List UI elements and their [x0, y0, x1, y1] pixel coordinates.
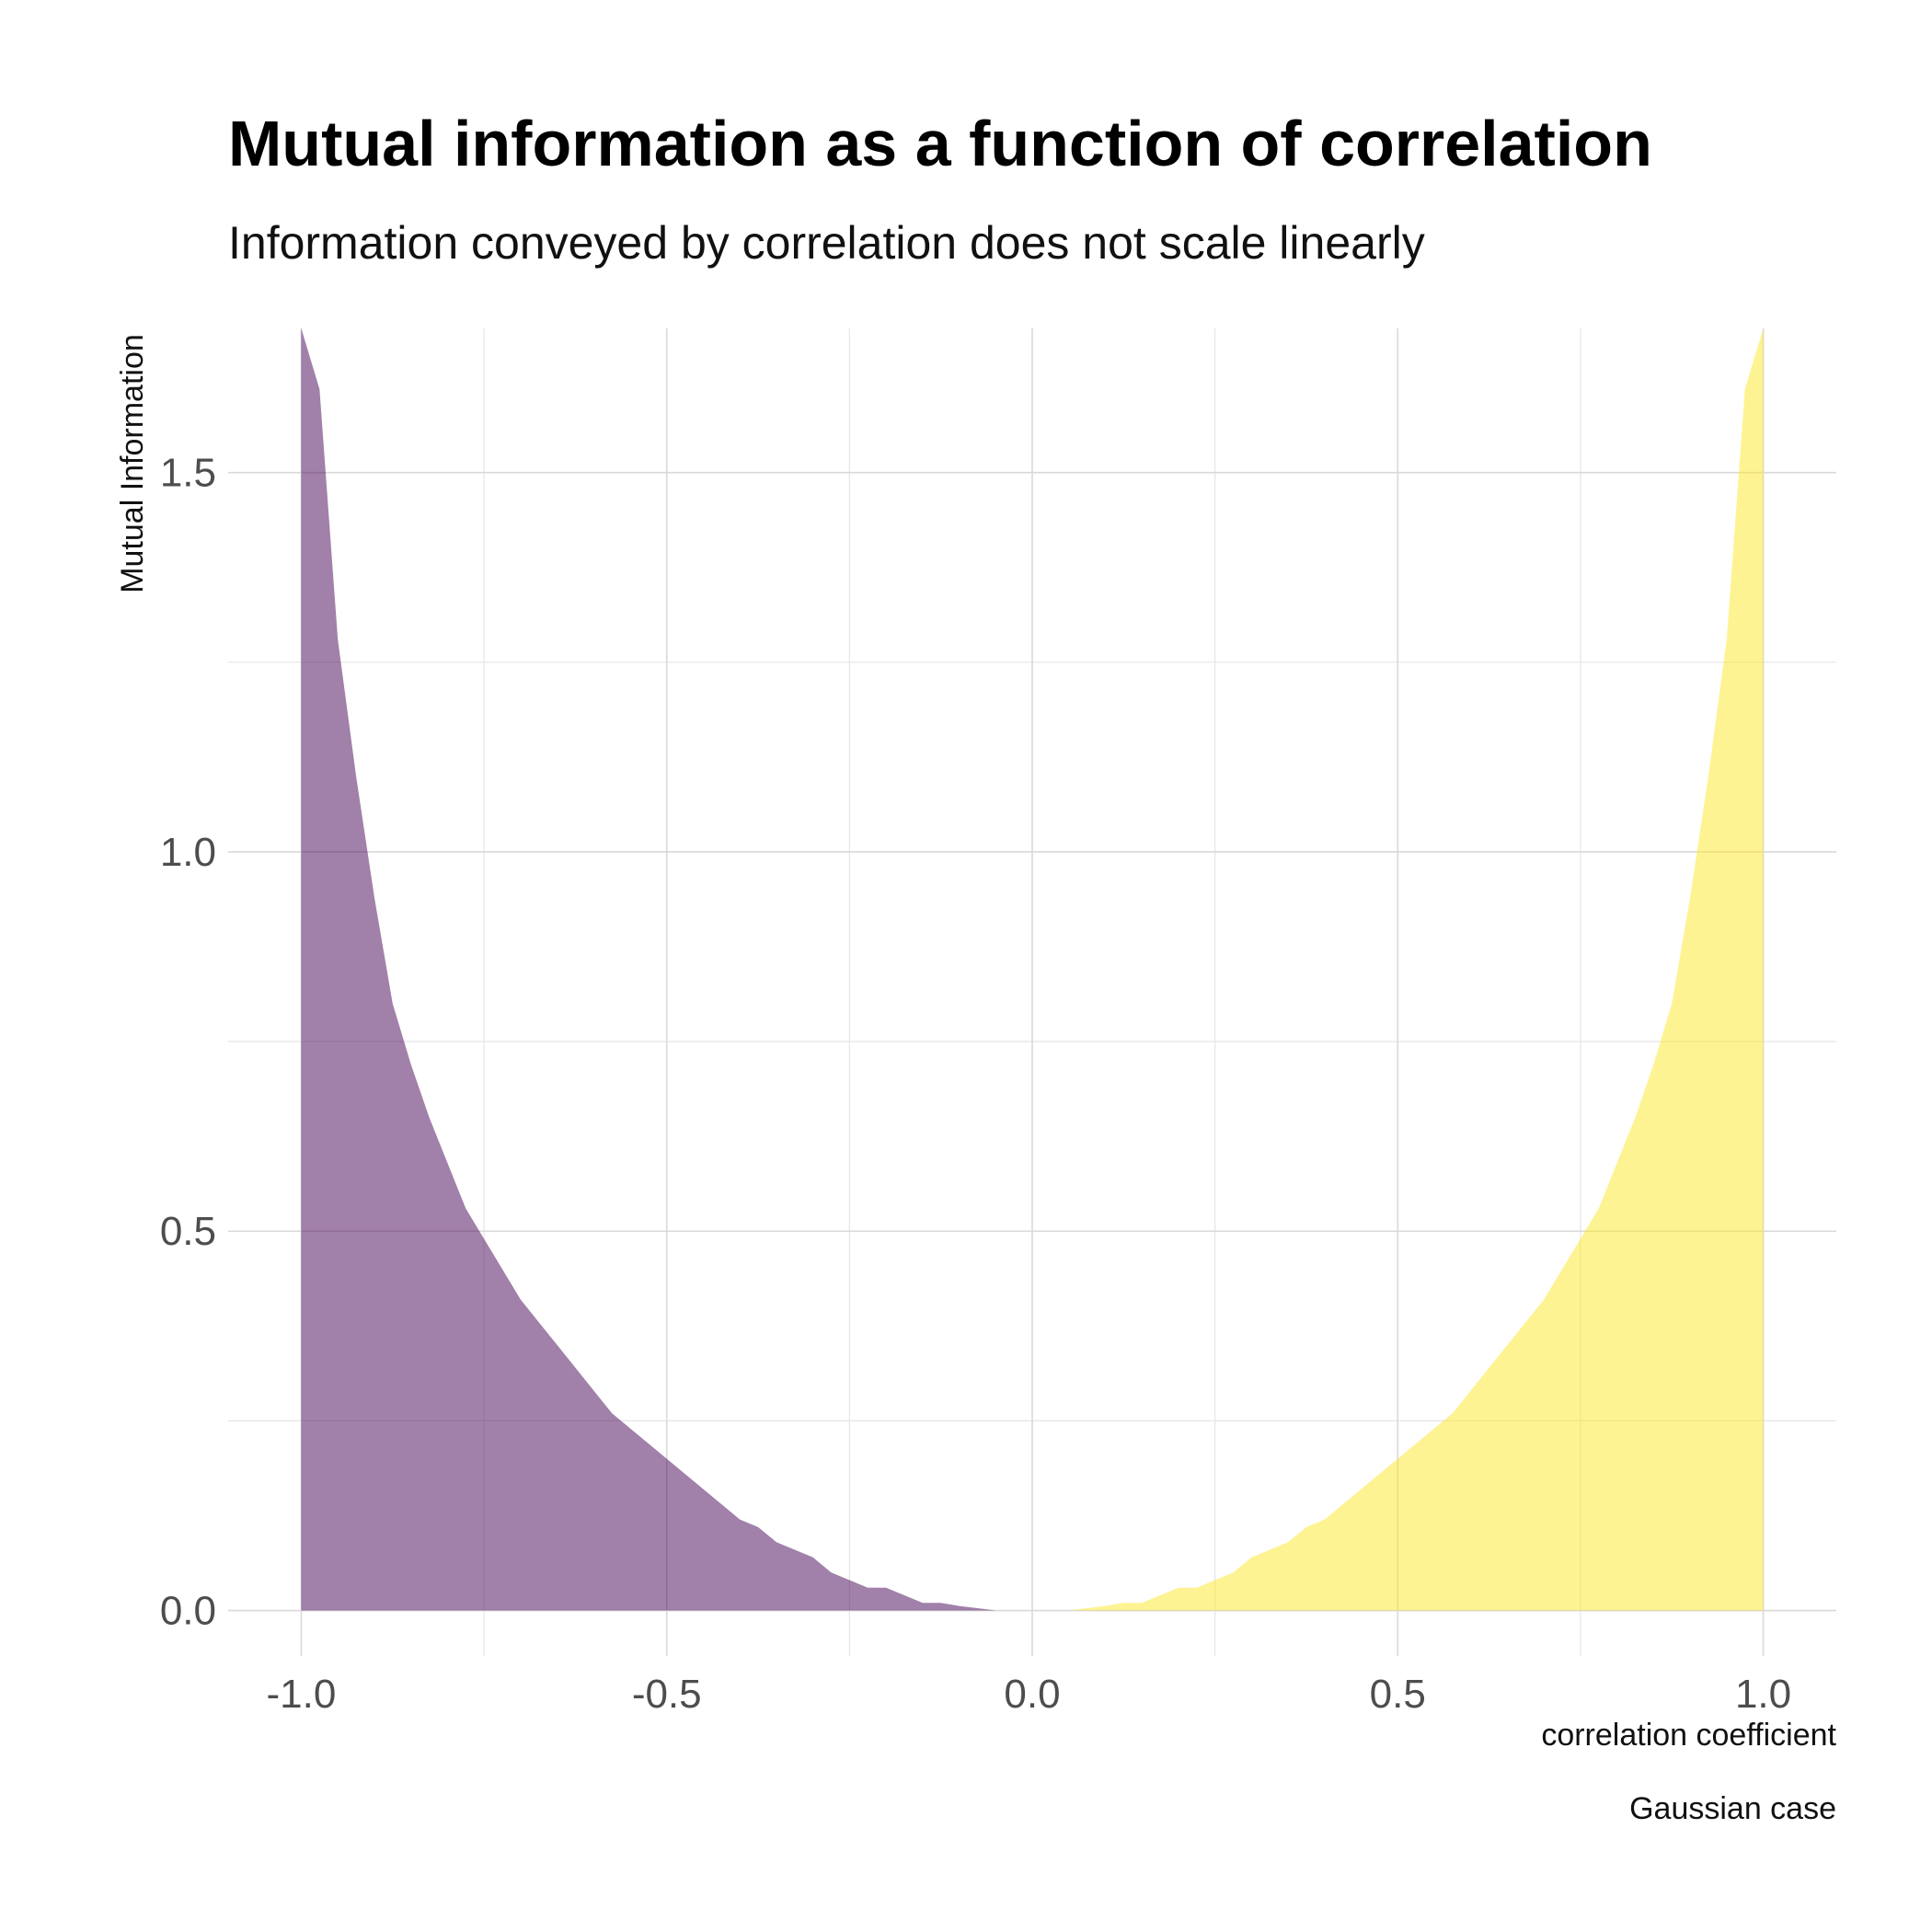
area-series-group [301, 328, 1764, 1611]
x-axis-label: correlation coefficient [1541, 1718, 1836, 1753]
y-tick-label: 1.0 [160, 830, 216, 875]
y-tick-label: 0.5 [160, 1209, 216, 1254]
y-axis-label: Mutual Information [115, 334, 150, 593]
x-tick-label: 0.5 [1370, 1672, 1426, 1717]
tick-labels: -1.0 -0.5 0.0 0.5 1.0 0.0 0.5 1.0 1.5 [160, 451, 1791, 1717]
chart-title: Mutual information as a function of corr… [228, 108, 1652, 179]
x-tick-label: 1.0 [1735, 1672, 1791, 1717]
y-tick-label: 1.5 [160, 451, 216, 496]
area-series-negative [301, 328, 996, 1611]
chart-caption: Gaussian case [1629, 1791, 1836, 1826]
x-tick-label: -0.5 [632, 1672, 702, 1717]
chart-subtitle: Information conveyed by correlation does… [228, 217, 1425, 269]
x-tick-label: 0.0 [1004, 1672, 1060, 1717]
y-tick-label: 0.0 [160, 1589, 216, 1634]
x-tick-label: -1.0 [267, 1672, 337, 1717]
area-series-positive [1068, 328, 1764, 1611]
